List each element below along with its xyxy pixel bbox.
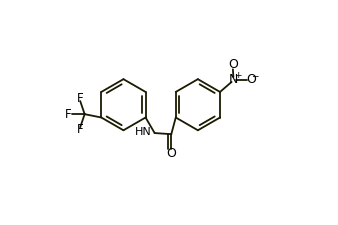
Text: N: N xyxy=(229,73,238,86)
Text: +: + xyxy=(234,71,241,80)
Text: O: O xyxy=(166,147,176,160)
Text: O: O xyxy=(228,58,238,71)
Text: F: F xyxy=(65,108,72,121)
Text: HN: HN xyxy=(135,127,152,137)
Text: F: F xyxy=(77,92,83,105)
Text: −: − xyxy=(251,71,259,80)
Text: O: O xyxy=(246,73,256,86)
Text: F: F xyxy=(77,123,83,136)
